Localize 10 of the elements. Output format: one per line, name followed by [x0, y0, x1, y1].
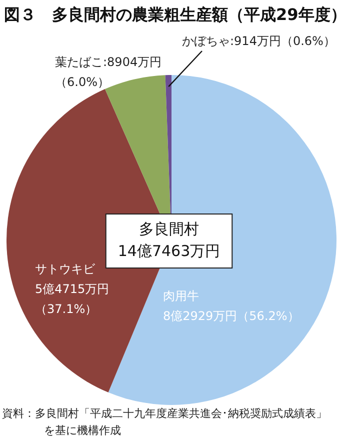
- slice-label: 肉用牛: [163, 289, 199, 304]
- text: 多良間村 14億7463万円: [118, 220, 220, 260]
- text: を基に機構作成: [44, 424, 121, 437]
- slice-label: かぼちゃ:914万円（0.6%）: [182, 34, 336, 48]
- text: 資料：多良間村「平成二十九年度産業共進会･納税奨励式成績表」: [2, 406, 327, 420]
- data-label: 8億2929万円（56.2%）: [163, 309, 300, 324]
- data-label: 5億4715万円（37.1%）: [35, 282, 110, 316]
- slice-label: 葉たばこ:8904万円（6.0%）: [55, 55, 162, 90]
- slice-label: サトウキビ: [35, 262, 96, 276]
- chart-title: 図３ 多良間村の農業粗生産額（平成29年度）: [4, 5, 346, 24]
